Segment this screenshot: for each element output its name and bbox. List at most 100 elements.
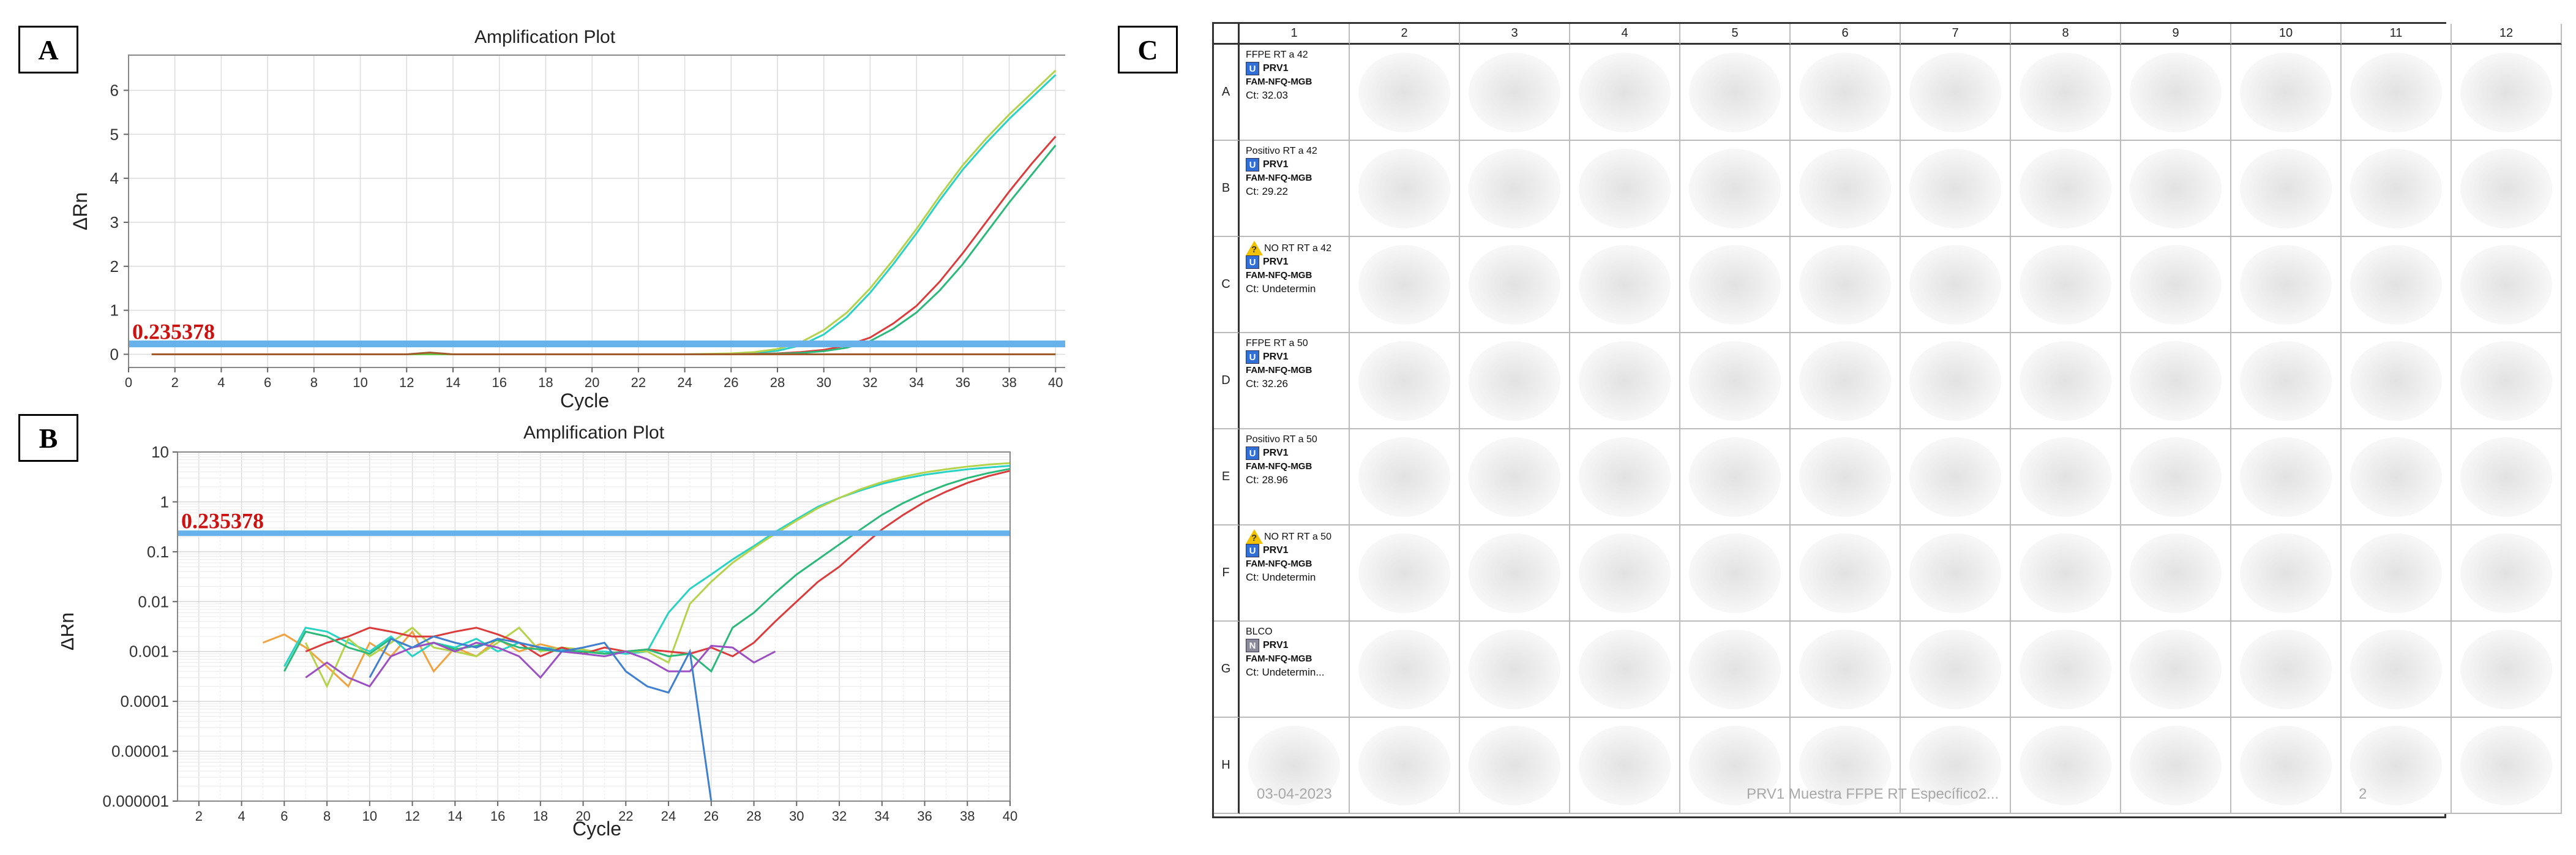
- well-F6[interactable]: [1791, 525, 1901, 622]
- well-E4[interactable]: [1570, 429, 1680, 525]
- well-A6[interactable]: [1791, 45, 1901, 141]
- x-tick-label: 40: [1003, 808, 1017, 824]
- x-tick-label: 4: [217, 375, 225, 390]
- well-A3[interactable]: [1460, 45, 1570, 141]
- well-F10[interactable]: [2231, 525, 2342, 622]
- well-C10[interactable]: [2231, 237, 2342, 333]
- well-D12[interactable]: [2452, 333, 2562, 429]
- well-F2[interactable]: [1350, 525, 1460, 622]
- well-C1[interactable]: ? NO RT RT a 42 U PRV1 FAM-NFQ-MGB Ct: Undete…: [1240, 237, 1350, 333]
- well-D2[interactable]: [1350, 333, 1460, 429]
- well-G12[interactable]: [2452, 622, 2562, 718]
- well-A10[interactable]: [2231, 45, 2342, 141]
- well-E8[interactable]: [2011, 429, 2121, 525]
- well-D10[interactable]: [2231, 333, 2342, 429]
- well-E2[interactable]: [1350, 429, 1460, 525]
- well-G10[interactable]: [2231, 622, 2342, 718]
- well-F3[interactable]: [1460, 525, 1570, 622]
- well-B11[interactable]: [2342, 141, 2452, 237]
- well-G2[interactable]: [1350, 622, 1460, 718]
- well-A5[interactable]: [1680, 45, 1791, 141]
- well-B4[interactable]: [1570, 141, 1680, 237]
- well-G4[interactable]: [1570, 622, 1680, 718]
- well-A4[interactable]: [1570, 45, 1680, 141]
- well-G8[interactable]: [2011, 622, 2121, 718]
- well-G1[interactable]: BLCO N PRV1 FAM-NFQ-MGB Ct: Undetermin...: [1240, 622, 1350, 718]
- well-E1[interactable]: Positivo RT a 50 U PRV1 FAM-NFQ-MGB Ct: 28.9…: [1240, 429, 1350, 525]
- well-B2[interactable]: [1350, 141, 1460, 237]
- well-B3[interactable]: [1460, 141, 1570, 237]
- well-H10[interactable]: [2231, 718, 2342, 814]
- well-F9[interactable]: [2121, 525, 2231, 622]
- well-H9[interactable]: [2121, 718, 2231, 814]
- well-A11[interactable]: [2342, 45, 2452, 141]
- well-G9[interactable]: [2121, 622, 2231, 718]
- well-A1[interactable]: FFPE RT a 42 U PRV1 FAM-NFQ-MGB Ct: 32.03: [1240, 45, 1350, 141]
- well-A9[interactable]: [2121, 45, 2231, 141]
- well-C2[interactable]: [1350, 237, 1460, 333]
- well-D7[interactable]: [1901, 333, 2011, 429]
- well-H4[interactable]: [1570, 718, 1680, 814]
- well-G7[interactable]: [1901, 622, 2011, 718]
- well-C12[interactable]: [2452, 237, 2562, 333]
- well-B7[interactable]: [1901, 141, 2011, 237]
- well-H7[interactable]: [1901, 718, 2011, 814]
- well-A12[interactable]: [2452, 45, 2562, 141]
- well-H6[interactable]: [1791, 718, 1901, 814]
- well-A7[interactable]: [1901, 45, 2011, 141]
- x-tick-label: 32: [863, 375, 877, 390]
- well-H11[interactable]: [2342, 718, 2452, 814]
- well-A8[interactable]: [2011, 45, 2121, 141]
- well-C8[interactable]: [2011, 237, 2121, 333]
- well-H8[interactable]: [2011, 718, 2121, 814]
- well-D1[interactable]: FFPE RT a 50 U PRV1 FAM-NFQ-MGB Ct: 32.26: [1240, 333, 1350, 429]
- well-E7[interactable]: [1901, 429, 2011, 525]
- well-B9[interactable]: [2121, 141, 2231, 237]
- well-B6[interactable]: [1791, 141, 1901, 237]
- well-F1[interactable]: ? NO RT RT a 50 U PRV1 FAM-NFQ-MGB Ct: Undete…: [1240, 525, 1350, 622]
- well-H2[interactable]: [1350, 718, 1460, 814]
- well-D6[interactable]: [1791, 333, 1901, 429]
- well-E5[interactable]: [1680, 429, 1791, 525]
- well-D8[interactable]: [2011, 333, 2121, 429]
- well-E3[interactable]: [1460, 429, 1570, 525]
- well-B12[interactable]: [2452, 141, 2562, 237]
- well-C11[interactable]: [2342, 237, 2452, 333]
- well-D4[interactable]: [1570, 333, 1680, 429]
- well-C5[interactable]: [1680, 237, 1791, 333]
- well-F12[interactable]: [2452, 525, 2562, 622]
- well-G11[interactable]: [2342, 622, 2452, 718]
- well-C6[interactable]: [1791, 237, 1901, 333]
- x-tick-label: 38: [1002, 375, 1016, 390]
- well-H5[interactable]: [1680, 718, 1791, 814]
- well-F7[interactable]: [1901, 525, 2011, 622]
- well-E10[interactable]: [2231, 429, 2342, 525]
- well-F8[interactable]: [2011, 525, 2121, 622]
- well-G6[interactable]: [1791, 622, 1901, 718]
- well-B8[interactable]: [2011, 141, 2121, 237]
- well-E11[interactable]: [2342, 429, 2452, 525]
- well-D3[interactable]: [1460, 333, 1570, 429]
- well-E6[interactable]: [1791, 429, 1901, 525]
- well-C9[interactable]: [2121, 237, 2231, 333]
- well-B1[interactable]: Positivo RT a 42 U PRV1 FAM-NFQ-MGB Ct: 29.2…: [1240, 141, 1350, 237]
- well-G3[interactable]: [1460, 622, 1570, 718]
- well-G5[interactable]: [1680, 622, 1791, 718]
- well-E12[interactable]: [2452, 429, 2562, 525]
- well-F4[interactable]: [1570, 525, 1680, 622]
- well-D5[interactable]: [1680, 333, 1791, 429]
- well-A2[interactable]: [1350, 45, 1460, 141]
- well-D9[interactable]: [2121, 333, 2231, 429]
- well-C7[interactable]: [1901, 237, 2011, 333]
- well-E9[interactable]: [2121, 429, 2231, 525]
- well-H12[interactable]: [2452, 718, 2562, 814]
- well-H3[interactable]: [1460, 718, 1570, 814]
- well-C3[interactable]: [1460, 237, 1570, 333]
- well-B10[interactable]: [2231, 141, 2342, 237]
- well-F11[interactable]: [2342, 525, 2452, 622]
- well-C4[interactable]: [1570, 237, 1680, 333]
- well-H1[interactable]: [1240, 718, 1350, 814]
- well-D11[interactable]: [2342, 333, 2452, 429]
- well-B5[interactable]: [1680, 141, 1791, 237]
- well-F5[interactable]: [1680, 525, 1791, 622]
